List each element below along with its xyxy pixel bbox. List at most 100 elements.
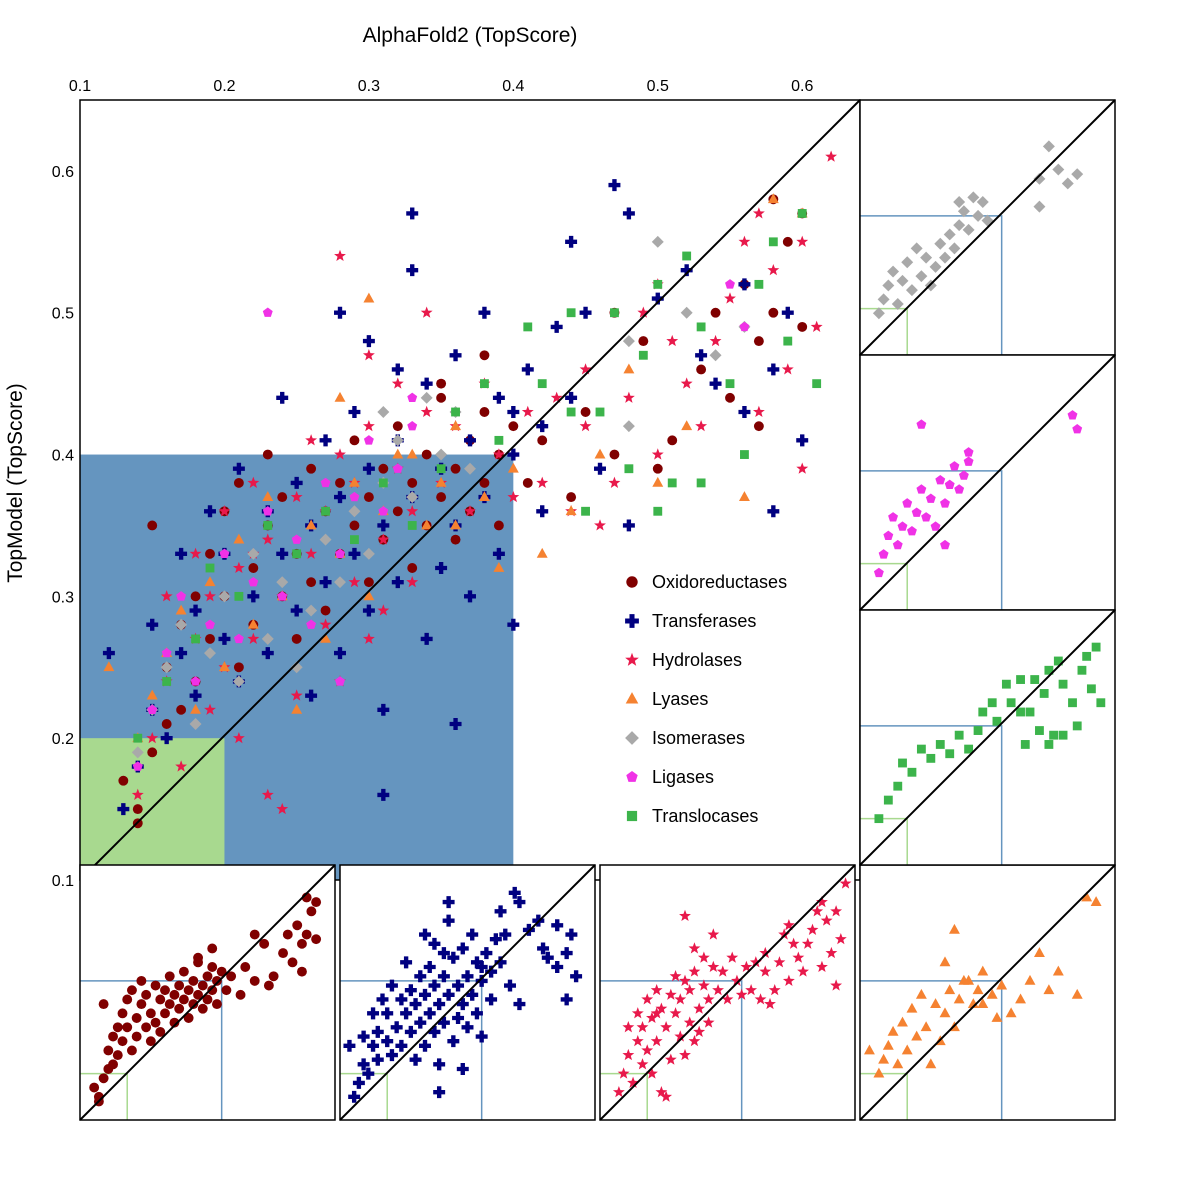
data-point-ligases [161, 647, 172, 658]
data-point-translocases [162, 677, 172, 686]
data-point-oxidoreductases [98, 999, 109, 1010]
data-point-transferases [494, 905, 507, 918]
data-point-oxidoreductases [188, 999, 199, 1010]
data-point-oxidoreductases [233, 662, 244, 673]
data-point-translocases [624, 464, 634, 474]
data-point-ligases [291, 534, 302, 544]
data-point-ligases [902, 498, 913, 508]
data-point-isomerases [887, 265, 900, 278]
data-point-hydrolases [768, 983, 781, 996]
data-point-transferases [437, 970, 450, 983]
data-point-translocases [1086, 684, 1096, 694]
data-point-isomerases [948, 242, 961, 255]
data-point-hydrolases [820, 914, 833, 926]
data-point-hydrolases [726, 951, 739, 963]
panel-data-points [873, 410, 1083, 578]
data-point-ligases [878, 549, 889, 559]
data-point-ligases [897, 521, 908, 531]
data-point-translocases [992, 716, 1002, 726]
data-point-oxidoreductases [176, 704, 187, 715]
legend-label: Transferases [652, 611, 756, 631]
data-point-lyases [450, 420, 462, 431]
data-point-lyases [897, 1016, 908, 1027]
data-point-ligases [907, 525, 917, 536]
data-point-ligases [147, 704, 158, 715]
data-point-oxidoreductases [132, 804, 143, 815]
data-point-transferases [550, 320, 563, 333]
data-point-lyases [681, 420, 693, 431]
data-point-lyases [218, 661, 230, 672]
data-point-transferases [767, 363, 780, 376]
data-point-translocases [581, 506, 590, 516]
data-point-transferases [466, 988, 479, 1001]
data-point-ligases [219, 548, 230, 559]
data-point-transferases [218, 632, 231, 645]
data-point-lyases [421, 519, 433, 530]
data-point-isomerases [391, 434, 404, 447]
data-point-hydrolases [276, 802, 289, 815]
data-point-transferases [507, 406, 520, 418]
data-point-hydrolases [660, 1021, 673, 1033]
data-point-transferases [767, 505, 780, 518]
data-point-oxidoreductases [259, 938, 270, 949]
data-point-oxidoreductases [197, 980, 208, 991]
data-point-transferases [400, 956, 413, 969]
data-point-hydrolases [669, 970, 682, 982]
data-point-oxidoreductases [212, 999, 222, 1010]
data-point-translocases [783, 336, 793, 346]
data-point-oxidoreductases [306, 463, 317, 474]
panel-frame [599, 864, 856, 1121]
data-point-oxidoreductases [696, 364, 707, 375]
panel-hydrolases [599, 864, 856, 1121]
data-point-translocases [696, 322, 706, 332]
legend-item-transferases: Transferases [625, 611, 756, 631]
data-point-lyases [906, 1002, 918, 1013]
data-point-lyases [878, 1053, 890, 1064]
data-point-translocases [436, 464, 446, 474]
x-tick-label: 0.4 [502, 78, 524, 95]
data-point-oxidoreductases [268, 971, 279, 982]
data-point-lyases [1043, 984, 1055, 995]
data-point-transferases [456, 942, 469, 955]
data-point-translocases [1044, 740, 1054, 749]
data-point-hydrolases [204, 703, 216, 715]
data-point-transferases [348, 406, 361, 418]
y-tick-label: 0.3 [52, 589, 74, 606]
data-point-oxidoreductases [108, 1031, 118, 1042]
data-point-hydrolases [131, 788, 144, 800]
data-point-oxidoreductases [710, 307, 721, 318]
data-point-hydrolases [290, 689, 303, 701]
data-point-transferases [433, 1086, 446, 1099]
data-point-ligases [916, 419, 927, 429]
data-point-transferases [437, 947, 450, 960]
data-point-hydrolases [830, 905, 843, 917]
data-point-isomerases [1061, 177, 1074, 190]
data-point-hydrolases [683, 983, 696, 996]
data-point-isomerases [160, 661, 173, 674]
data-point-oxidoreductases [652, 463, 663, 474]
data-point-transferases [485, 965, 498, 978]
data-point-lyases [1033, 947, 1045, 957]
data-point-transferases [420, 632, 433, 645]
data-point-translocases [935, 740, 945, 749]
data-point-hydrolases [697, 979, 710, 991]
panel-isomerases [859, 99, 1116, 356]
data-point-isomerases [709, 349, 722, 362]
data-point-transferases [406, 207, 419, 220]
panel-diagonal-line [859, 354, 1116, 611]
data-point-translocases [874, 814, 884, 824]
data-point-translocases [1096, 698, 1106, 708]
data-point-transferases [371, 1025, 384, 1038]
data-point-transferases [499, 928, 512, 941]
data-point-translocases [945, 749, 955, 759]
data-point-oxidoreductases [112, 1050, 123, 1061]
data-point-transferases [319, 434, 332, 447]
data-point-hydrolases [406, 575, 419, 588]
data-point-hydrolases [175, 760, 188, 772]
data-point-ligases [392, 463, 403, 473]
data-point-transferases [709, 377, 722, 390]
legend-label: Translocases [652, 806, 758, 826]
y-tick-label: 0.2 [52, 731, 74, 748]
data-point-transferases [276, 391, 289, 404]
panel-threshold-04 [860, 215, 1003, 355]
